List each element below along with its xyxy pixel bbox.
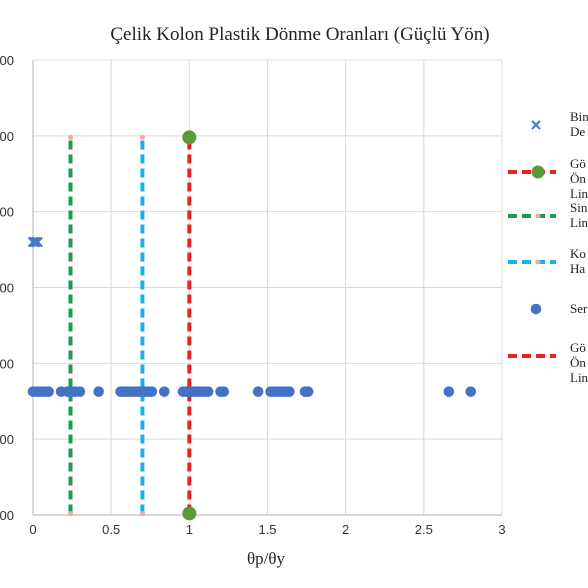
y-tick-label: 00 — [0, 356, 14, 371]
x-tick-label: 1.5 — [258, 522, 276, 537]
legend-label: Bin De — [570, 109, 588, 139]
x-tick-label: 1 — [186, 522, 193, 537]
data-point — [218, 386, 230, 397]
legend-label: Gö Ön Lin — [570, 340, 588, 385]
legend-marker — [531, 165, 545, 179]
data-point — [159, 386, 170, 397]
y-tick-label: 00 — [0, 281, 14, 296]
data-point — [93, 386, 104, 397]
legend-item-1: Gö Ön Lin — [508, 156, 588, 201]
y-tick-label: 00 — [0, 53, 14, 68]
data-point — [284, 386, 295, 397]
legend-marker — [535, 213, 541, 219]
series-2 — [68, 134, 74, 516]
x-tick-label: 2.5 — [415, 522, 433, 537]
data-point — [29, 236, 40, 248]
y-tick-label: 00 — [0, 129, 14, 144]
legend-marker — [535, 259, 541, 265]
data-point — [139, 510, 145, 516]
legend-label: Gö Ön Lin — [570, 156, 588, 201]
series-1 — [182, 130, 197, 521]
data-point — [146, 386, 158, 397]
data-point — [139, 134, 145, 140]
x-tick-label: 0 — [29, 522, 36, 537]
data-point — [252, 386, 264, 397]
data-point — [43, 386, 54, 397]
legend-label: Ko Ha — [570, 246, 586, 276]
x-tick-label: 0.5 — [102, 522, 120, 537]
y-tick-label: 00 — [0, 508, 14, 523]
x-tick-label: 3 — [498, 522, 505, 537]
series-0 — [27, 236, 43, 248]
data-point — [32, 236, 43, 248]
legend-item-4: Ser — [530, 301, 588, 316]
data-point — [202, 386, 214, 397]
data-point — [68, 510, 74, 516]
chart-title: Çelik Kolon Plastik Dönme Oranları (Güçl… — [110, 24, 489, 45]
data-point — [74, 386, 86, 397]
legend-label: Sin Lin — [570, 200, 588, 230]
data-point — [302, 386, 314, 397]
x-axis-label: θp/θy — [247, 549, 286, 568]
legend-item-5: Gö Ön Lin — [508, 340, 588, 385]
legend-marker — [530, 303, 542, 315]
data-point — [30, 236, 42, 248]
legend-marker — [531, 120, 541, 130]
legend-label: Ser — [570, 301, 588, 316]
data-point — [182, 506, 197, 521]
series-3 — [139, 134, 145, 516]
x-tick-label: 2 — [342, 522, 349, 537]
y-tick-label: 00 — [0, 432, 14, 447]
series-4 — [27, 386, 477, 397]
data-point — [465, 386, 477, 397]
axes: 0 0.5 1 1.5 2 2.5 3 00 00 00 00 00 00 00 — [0, 53, 506, 537]
legend-item-2: Sin Lin — [508, 200, 588, 230]
data-point — [182, 130, 197, 145]
data-point — [443, 386, 455, 397]
legend-item-0: Bin De — [531, 109, 588, 139]
y-tick-label: 00 — [0, 205, 14, 220]
data-point — [68, 134, 74, 140]
grid-lines — [32, 59, 503, 516]
data-series — [27, 130, 477, 521]
legend-item-3: Ko Ha — [508, 246, 586, 276]
